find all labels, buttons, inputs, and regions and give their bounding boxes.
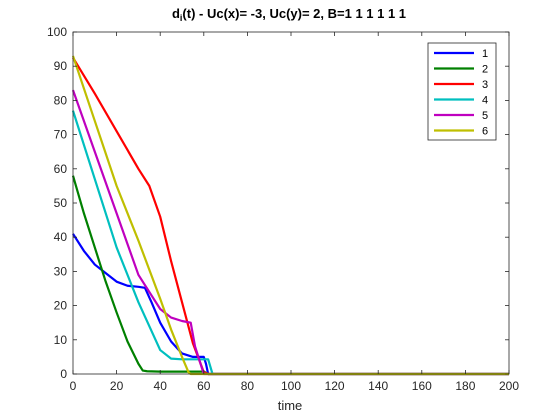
legend-label-1: 1 — [482, 48, 488, 60]
x-tick-label: 120 — [325, 379, 345, 393]
x-tick-label: 80 — [241, 379, 255, 393]
x-axis-label: time — [278, 398, 303, 413]
title-subscript: i — [180, 13, 183, 23]
x-tick-label: 20 — [110, 379, 124, 393]
y-tick-label: 40 — [54, 230, 68, 244]
x-tick-label: 200 — [499, 379, 519, 393]
y-tick-label: 10 — [54, 333, 68, 347]
series-line-6 — [71, 55, 509, 376]
x-tick-label: 140 — [368, 379, 388, 393]
y-tick-label: 80 — [54, 93, 68, 107]
y-tick-label: 90 — [54, 59, 68, 73]
x-tick-label: 180 — [455, 379, 475, 393]
x-tick-label: 0 — [70, 379, 77, 393]
x-tick-label: 160 — [412, 379, 432, 393]
chart-title: di(t) - Uc(x)= -3, Uc(y)= 2, B=1 1 1 1 1… — [172, 6, 406, 23]
y-tick-label: 100 — [47, 25, 67, 39]
legend-label-2: 2 — [482, 64, 488, 76]
y-tick-label: 60 — [54, 162, 68, 176]
y-tick-label: 30 — [54, 264, 68, 278]
x-tick-label: 60 — [197, 379, 211, 393]
legend-label-4: 4 — [482, 95, 488, 107]
y-tick-label: 0 — [60, 367, 67, 381]
series-line-4 — [71, 110, 509, 376]
legend-label-6: 6 — [482, 126, 488, 138]
legend-label-3: 3 — [482, 79, 488, 91]
x-tick-label: 40 — [154, 379, 168, 393]
series-line-3 — [72, 57, 509, 376]
title-main: d — [172, 6, 180, 21]
y-tick-label: 20 — [54, 299, 68, 313]
x-tick-label: 100 — [281, 379, 301, 393]
title-rest: (t) - Uc(x)= -3, Uc(y)= 2, B=1 1 1 1 1 1 — [182, 6, 406, 21]
legend-label-5: 5 — [482, 110, 488, 122]
ticks-layer: 0 20 40 60 80 100 120 140 160 180 2000102030405060… — [47, 25, 519, 393]
y-tick-label: 70 — [54, 128, 68, 142]
y-tick-label: 50 — [54, 196, 68, 210]
legend: 1 2 3 4 5 6 — [427, 42, 497, 141]
legend-box — [427, 42, 497, 141]
series-layer — [71, 55, 509, 376]
